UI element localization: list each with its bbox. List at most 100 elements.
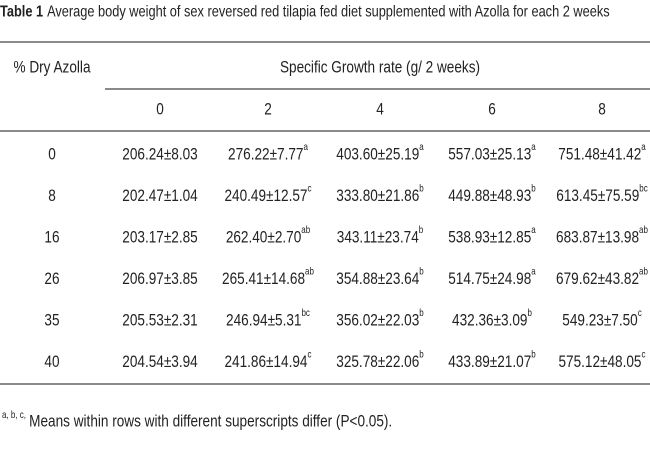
cell-value: 325.78±22.06 bbox=[336, 353, 419, 372]
row-label: 16 bbox=[44, 228, 59, 247]
cell: 205.53±2.31 bbox=[122, 311, 197, 330]
row-label: 35 bbox=[44, 311, 59, 330]
cell: 356.02±22.03b bbox=[336, 308, 423, 330]
cell-superscript: ab bbox=[305, 266, 314, 277]
table-title: Table 1 Average body weight of sex revers… bbox=[0, 3, 610, 21]
cell: 262.40±2.70ab bbox=[226, 225, 310, 247]
column-header: 2 bbox=[264, 100, 272, 119]
cell-value: 343.11±23.74 bbox=[337, 228, 419, 247]
cell-value: 679.62±43.82 bbox=[556, 270, 639, 289]
cell-value: 514.75±24.98 bbox=[448, 270, 531, 289]
cell-value: 354.88±23.64 bbox=[336, 270, 419, 289]
cell-value: 449.88±48.93 bbox=[448, 187, 531, 206]
cell-superscript: b bbox=[419, 349, 423, 360]
cell: 538.93±12.85a bbox=[448, 225, 536, 247]
cell-superscript: ab bbox=[301, 225, 310, 236]
cell-value: 538.93±12.85 bbox=[448, 228, 531, 247]
cell-superscript: b bbox=[419, 308, 423, 319]
cell-value: 432.36±3.09 bbox=[452, 311, 527, 330]
cell-superscript: c bbox=[307, 183, 311, 194]
cell-value: 262.40±2.70 bbox=[226, 228, 301, 247]
cell-superscript: bc bbox=[639, 183, 648, 194]
row-header: % Dry Azolla bbox=[14, 58, 91, 77]
cell-value: 205.53±2.31 bbox=[122, 311, 197, 330]
cell-superscript: b bbox=[419, 225, 423, 236]
column-header: 0 bbox=[156, 100, 164, 119]
column-header: 4 bbox=[376, 100, 384, 119]
cell-value: 557.03±25.13 bbox=[448, 145, 531, 164]
cell-value: 240.49±12.57 bbox=[224, 187, 307, 206]
cell-superscript: ab bbox=[639, 225, 648, 236]
cell: 206.24±8.03 bbox=[122, 145, 197, 164]
cell-superscript: a bbox=[419, 142, 424, 153]
cell: 240.49±12.57c bbox=[224, 183, 311, 205]
cell: 751.48±41.42a bbox=[558, 142, 646, 164]
cell-value: 549.23±7.50 bbox=[562, 311, 637, 330]
cell-superscript: a bbox=[303, 142, 308, 153]
cell-superscript: c bbox=[642, 349, 646, 360]
cell-superscript: a bbox=[641, 142, 646, 153]
cell-value: 751.48±41.42 bbox=[558, 145, 641, 164]
content: Table 1 Average body weight of sex revers… bbox=[0, 3, 650, 431]
cell: 613.45±75.59bc bbox=[556, 183, 648, 205]
cell: 206.97±3.85 bbox=[122, 270, 197, 289]
cell: 246.94±5.31bc bbox=[226, 308, 310, 330]
cell-value: 333.80±21.86 bbox=[336, 187, 419, 206]
cell-value: 683.87±13.98 bbox=[556, 228, 639, 247]
cell-superscript: b bbox=[531, 349, 535, 360]
cell: 575.12±48.05c bbox=[558, 349, 645, 371]
cell-value: 356.02±22.03 bbox=[336, 311, 419, 330]
cell: 325.78±22.06b bbox=[336, 349, 423, 371]
cell-value: 206.97±3.85 bbox=[122, 270, 197, 289]
cell: 204.54±3.94 bbox=[122, 353, 198, 372]
column-header: 8 bbox=[598, 100, 606, 119]
row-label: 0 bbox=[48, 145, 56, 164]
cell-value: 433.89±21.07 bbox=[448, 353, 531, 372]
cell-value: 204.54±3.94 bbox=[122, 353, 198, 372]
cell: 202.47±1.04 bbox=[122, 187, 198, 206]
cell: 432.36±3.09b bbox=[452, 308, 532, 330]
cell: 449.88±48.93b bbox=[448, 183, 535, 205]
footnote: a, b, c, Means within rows with different… bbox=[2, 410, 392, 431]
group-header: Specific Growth rate (g/ 2 weeks) bbox=[280, 58, 480, 77]
cell-superscript: a bbox=[531, 142, 536, 153]
cell: 403.60±25.19a bbox=[336, 142, 424, 164]
cell-value: 276.22±7.77 bbox=[228, 145, 303, 164]
title-label: Table 1 bbox=[0, 3, 43, 21]
cell-value: 203.17±2.85 bbox=[122, 228, 197, 247]
cell: 549.23±7.50c bbox=[562, 308, 642, 330]
column-header: 6 bbox=[488, 100, 496, 119]
row-label: 26 bbox=[44, 270, 59, 289]
cell-superscript: b bbox=[527, 308, 531, 319]
cell-value: 575.12±48.05 bbox=[558, 353, 641, 372]
footnote-text: Means within rows with different supersc… bbox=[29, 412, 392, 431]
cell: 265.41±14.68ab bbox=[222, 266, 314, 288]
cell-superscript: bc bbox=[301, 308, 310, 319]
cell-superscript: c bbox=[307, 349, 311, 360]
cell-superscript: a bbox=[531, 225, 536, 236]
cell-superscript: ab bbox=[639, 266, 648, 277]
footnote-superscript: a, b, c, bbox=[2, 410, 26, 421]
row-label: 8 bbox=[48, 187, 56, 206]
cell-superscript: a bbox=[531, 266, 536, 277]
cell-value: 241.86±14.94 bbox=[224, 353, 307, 372]
cell-superscript: b bbox=[419, 266, 423, 277]
cell: 241.86±14.94c bbox=[224, 349, 311, 371]
cell-value: 202.47±1.04 bbox=[122, 187, 198, 206]
title-text: Average body weight of sex reversed red … bbox=[47, 3, 610, 21]
cell: 276.22±7.77a bbox=[228, 142, 309, 164]
cell-superscript: b bbox=[419, 183, 423, 194]
cell: 679.62±43.82ab bbox=[556, 266, 648, 288]
cell-value: 246.94±5.31 bbox=[226, 311, 301, 330]
cell-superscript: b bbox=[531, 183, 535, 194]
cell-value: 265.41±14.68 bbox=[222, 270, 305, 289]
cell: 333.80±21.86b bbox=[336, 183, 423, 205]
cell: 343.11±23.74b bbox=[337, 225, 423, 247]
cell-value: 403.60±25.19 bbox=[336, 145, 419, 164]
cell: 203.17±2.85 bbox=[122, 228, 197, 247]
cell: 683.87±13.98ab bbox=[556, 225, 648, 247]
cell: 433.89±21.07b bbox=[448, 349, 535, 371]
cell-superscript: c bbox=[638, 308, 642, 319]
